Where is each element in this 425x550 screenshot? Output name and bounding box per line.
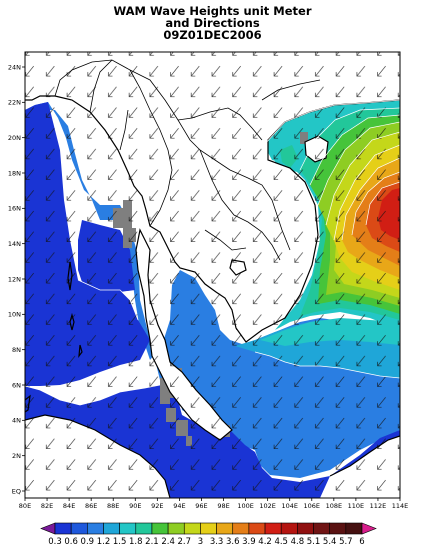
y-tick-label: 22N <box>8 99 21 107</box>
colorbar-bin <box>280 522 298 535</box>
colorbar-label: 0.9 <box>81 537 95 547</box>
x-tick-label: 82E <box>41 502 53 510</box>
x-tick-label: 112E <box>370 502 387 510</box>
colorbar-label: 5.7 <box>339 537 353 547</box>
colorbar-bin <box>264 522 282 535</box>
title-line-2: and Directions <box>165 16 260 30</box>
colorbar-label: 2.7 <box>177 537 191 547</box>
y-tick-label: 4N <box>12 417 21 425</box>
colorbar-label: 2.1 <box>145 537 159 547</box>
y-tick-label: 16N <box>8 205 21 213</box>
colorbar-bin <box>248 522 266 535</box>
colorbar-bin <box>200 522 217 535</box>
colorbar-label: 2.4 <box>161 537 175 547</box>
coastlines <box>25 95 400 498</box>
y-tick-label: 6N <box>12 381 21 389</box>
colorbar-overflow <box>361 522 377 535</box>
x-tick-label: 100E <box>237 502 254 510</box>
colorbar-label: 4.8 <box>291 537 305 547</box>
colorbar-bin <box>135 522 153 535</box>
colorbar-bin <box>297 522 314 535</box>
title-line-1: WAM Wave Heights unit Meter <box>113 4 312 18</box>
x-tick-label: 96E <box>195 502 207 510</box>
y-tick-label: 8N <box>12 346 21 354</box>
colorbar-bin <box>87 522 104 535</box>
colorbar-bin <box>313 522 330 535</box>
colorbar-bin <box>183 522 201 535</box>
title-line-3: 09Z01DEC2006 <box>163 28 262 42</box>
plot-frame <box>24 51 401 499</box>
colorbar-bin <box>345 522 363 535</box>
colorbar-label: 4.2 <box>258 537 272 547</box>
x-tick-label: 88E <box>107 502 119 510</box>
y-axis: EQ 2N 4N 6N 8N 10N 12N 14N 16N 18N 20N 22N 24N <box>8 63 25 495</box>
colorbar-bin <box>329 522 347 535</box>
colorbar-bin <box>70 522 88 535</box>
x-tick-label: 102E <box>259 502 276 510</box>
colorbar-label: 3.3 <box>210 537 224 547</box>
wave-field <box>25 52 400 498</box>
colorbar-bin <box>232 522 250 535</box>
x-tick-label: 84E <box>63 502 75 510</box>
y-tick-label: 2N <box>12 452 21 460</box>
colorbar-bin <box>119 522 137 535</box>
x-tick-label: 98E <box>217 502 229 510</box>
x-tick-label: 86E <box>85 502 97 510</box>
colorbar-label: 3.6 <box>226 537 240 547</box>
direction-arrows <box>25 52 400 498</box>
y-tick-label: 12N <box>8 275 21 283</box>
x-axis: 80E 82E 84E 86E 88E 90E 92E 94E 96E 98E 100E 102E 10… <box>19 498 408 510</box>
y-tick-label: EQ <box>12 487 21 495</box>
x-tick-label: 94E <box>173 502 185 510</box>
x-tick-label: 90E <box>129 502 141 510</box>
x-tick-label: 110E <box>348 502 365 510</box>
contour-lines <box>25 99 400 406</box>
colorbar-bin <box>216 522 234 535</box>
colorbar-bin <box>54 522 72 535</box>
colorbar-label: 1.5 <box>113 537 127 547</box>
x-tick-label: 108E <box>326 502 343 510</box>
colorbar-label: 1.2 <box>97 537 111 547</box>
colorbar-bin <box>151 522 169 535</box>
colorbar-underflow <box>40 522 56 535</box>
colorbar-label: 4.5 <box>274 537 288 547</box>
colorbar-label: 6 <box>359 537 364 547</box>
y-tick-label: 24N <box>8 63 21 71</box>
colorbar-label: 5.4 <box>323 537 337 547</box>
x-tick-label: 92E <box>151 502 163 510</box>
x-tick-label: 106E <box>304 502 321 510</box>
y-tick-label: 14N <box>8 240 21 248</box>
colorbar-label: 0.6 <box>64 537 78 547</box>
colorbar: 0.3 0.6 0.9 1.2 1.5 1.8 2.1 2.4 2.7 3 3.3 3.6 3.9 4.2… <box>40 522 377 547</box>
colorbar-bin <box>167 522 185 535</box>
colorbar-label: 1.8 <box>129 537 143 547</box>
colorbar-bin <box>103 522 120 535</box>
x-tick-label: 80E <box>19 502 31 510</box>
colorbar-label: 5.1 <box>307 537 321 547</box>
colorbar-label: 3.9 <box>242 537 256 547</box>
country-borders <box>54 59 321 261</box>
x-tick-label: 114E <box>392 502 409 510</box>
y-tick-label: 18N <box>8 169 21 177</box>
y-tick-label: 10N <box>8 311 21 319</box>
x-tick-label: 104E <box>281 502 298 510</box>
colorbar-label: 0.3 <box>48 537 62 547</box>
colorbar-label: 3 <box>198 537 203 547</box>
y-tick-label: 20N <box>8 134 21 142</box>
